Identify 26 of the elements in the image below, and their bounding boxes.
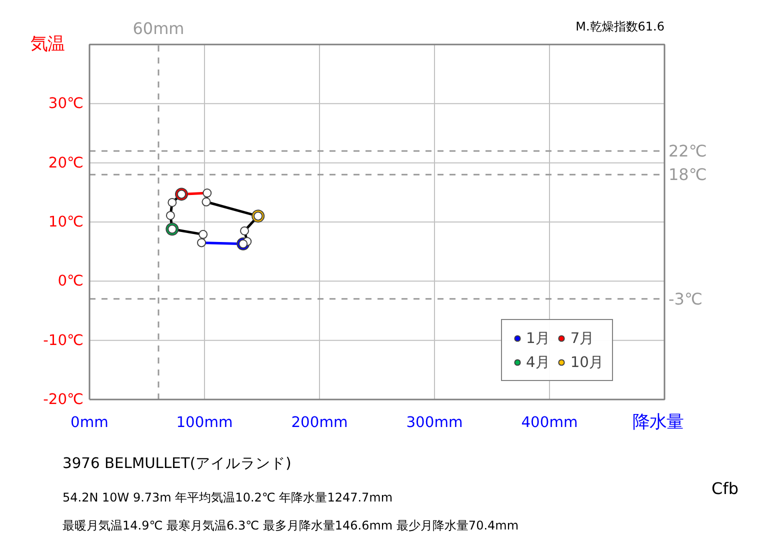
y-tick-label: 0℃ (58, 272, 84, 290)
text: 3976 BELMULLET(アイルランド) (62, 455, 292, 472)
ref-line-label: 18℃ (668, 165, 707, 184)
text: 最暖月気温14.9℃ 最寒月気温6.3℃ 最多月降水量146.6mm 最少月降水量70.4mm (62, 518, 519, 532)
x-tick-label: 400mm (521, 414, 578, 431)
x-axis-title: 降水量 (632, 412, 684, 432)
y-tick-label: 30℃ (48, 95, 84, 112)
legend-label: 1月 (526, 328, 550, 348)
legend-label: 7月 (570, 328, 595, 348)
x-tick-label: 100mm (176, 414, 233, 431)
y-tick-label: 10℃ (48, 214, 84, 230)
x-tick-label: 300mm (406, 414, 463, 431)
legend-label: 4月 (526, 352, 550, 372)
x-tick-label: 0mm (70, 414, 108, 431)
y-tick-label: 20℃ (48, 154, 84, 172)
ref-line-label: 60mm (132, 19, 184, 38)
x-tick-label: 200mm (291, 414, 348, 431)
y-tick-label: -20℃ (43, 391, 84, 408)
ref-line-label: -3℃ (668, 289, 702, 308)
legend-label: 10月 (570, 352, 604, 372)
y-tick-label: -10℃ (43, 332, 84, 349)
y-axis-title: 気温 (30, 34, 64, 54)
ref-line-label: 22℃ (668, 142, 707, 160)
text: Cfb (712, 479, 739, 498)
text: M.乾燥指数61.6 (576, 20, 665, 34)
text: 54.2N 10W 9.73m 年平均気温10.2℃ 年降水量1247.7mm (62, 490, 393, 504)
